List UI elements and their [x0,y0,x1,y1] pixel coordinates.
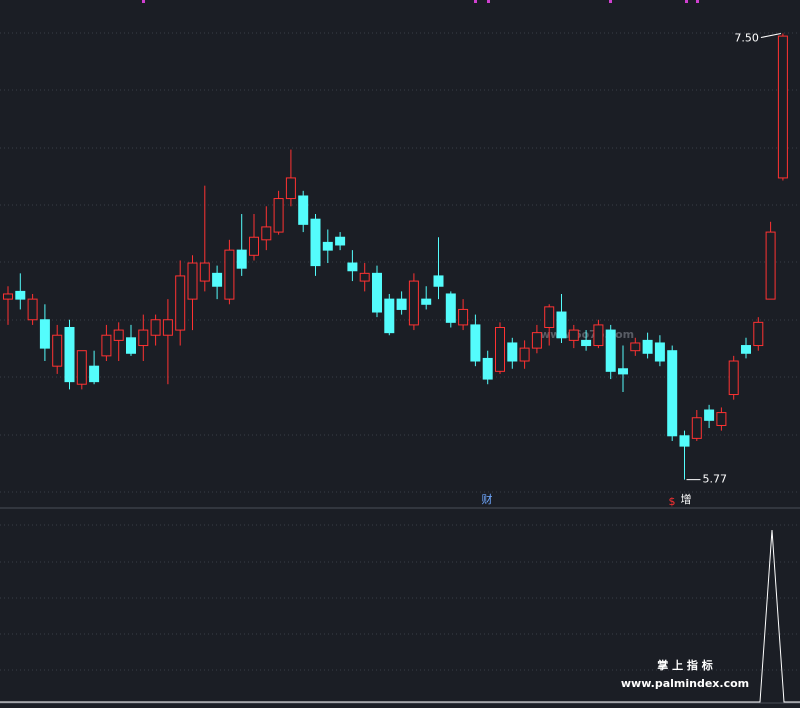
candle-body [384,298,395,334]
candle-body [482,357,493,380]
grid [0,32,800,704]
candle-body [64,326,75,383]
candle-body [704,409,715,421]
candle-body [667,350,678,437]
candle-body [261,226,272,241]
candle-body [101,334,112,357]
candle-body [199,262,210,282]
candle-body [285,177,296,200]
candle-body [15,290,26,300]
candle-body [691,417,702,439]
annotation-label: 5.77 [703,473,728,486]
candle-body [495,326,505,372]
candle-body [76,350,87,385]
top-dots [142,0,699,3]
candle-body [531,332,542,349]
candle-body [3,293,13,300]
candle-body [421,298,432,305]
candle-body [126,337,136,354]
candle-body [347,262,358,272]
candle-body [458,308,469,326]
indicator-line [0,529,800,703]
candle-body [630,342,641,352]
candle-body [716,412,727,426]
candle-body [322,241,333,251]
candle-body [187,262,198,300]
candle-body [593,324,604,347]
marker: 增 [681,492,692,506]
candle-body [777,35,788,179]
candle-body [408,280,419,326]
annotation-label: 7.50 [734,32,759,45]
candle-body [741,345,751,354]
candle-body [445,293,456,323]
candle-body [310,218,321,267]
annotation-arrow [760,33,781,39]
candle-body [335,236,346,246]
watermark: www.6o7o.com [540,328,634,341]
candle-body [89,365,100,383]
candle-body [433,275,444,287]
candle-body [224,249,235,300]
candle-body [39,319,50,349]
candle-body [470,324,481,362]
candle-body [175,275,186,331]
candle-body [162,319,173,336]
candle-body [150,319,161,336]
candle-body [765,231,776,300]
candle-body [273,198,284,233]
candle-body [568,329,579,341]
watermark: 掌 上 指 标 [657,658,713,672]
candle-body [359,272,370,282]
candle-body [236,249,247,269]
candle-body [27,298,38,321]
candle-body [544,306,555,328]
candle-body [728,360,739,396]
candle-body [507,342,518,362]
candle-body [52,334,63,367]
candle-body [298,195,309,225]
candle-body [519,347,530,362]
candle-body [138,329,149,347]
candle-body [113,329,124,341]
candle-body [753,321,764,347]
candle-body [618,368,628,375]
marker: 财 [482,492,493,506]
candle-body [605,329,616,372]
candle-body [581,339,592,347]
candle-body [212,272,223,287]
candle-body [642,339,653,354]
candle-body [396,298,407,310]
candle-body [249,236,259,256]
candle-body [372,272,382,313]
candle-body [679,435,690,447]
marker: $ [669,495,676,508]
candle-body [556,311,567,339]
candle-body [654,342,665,362]
watermark: www.palmindex.com [621,677,749,690]
